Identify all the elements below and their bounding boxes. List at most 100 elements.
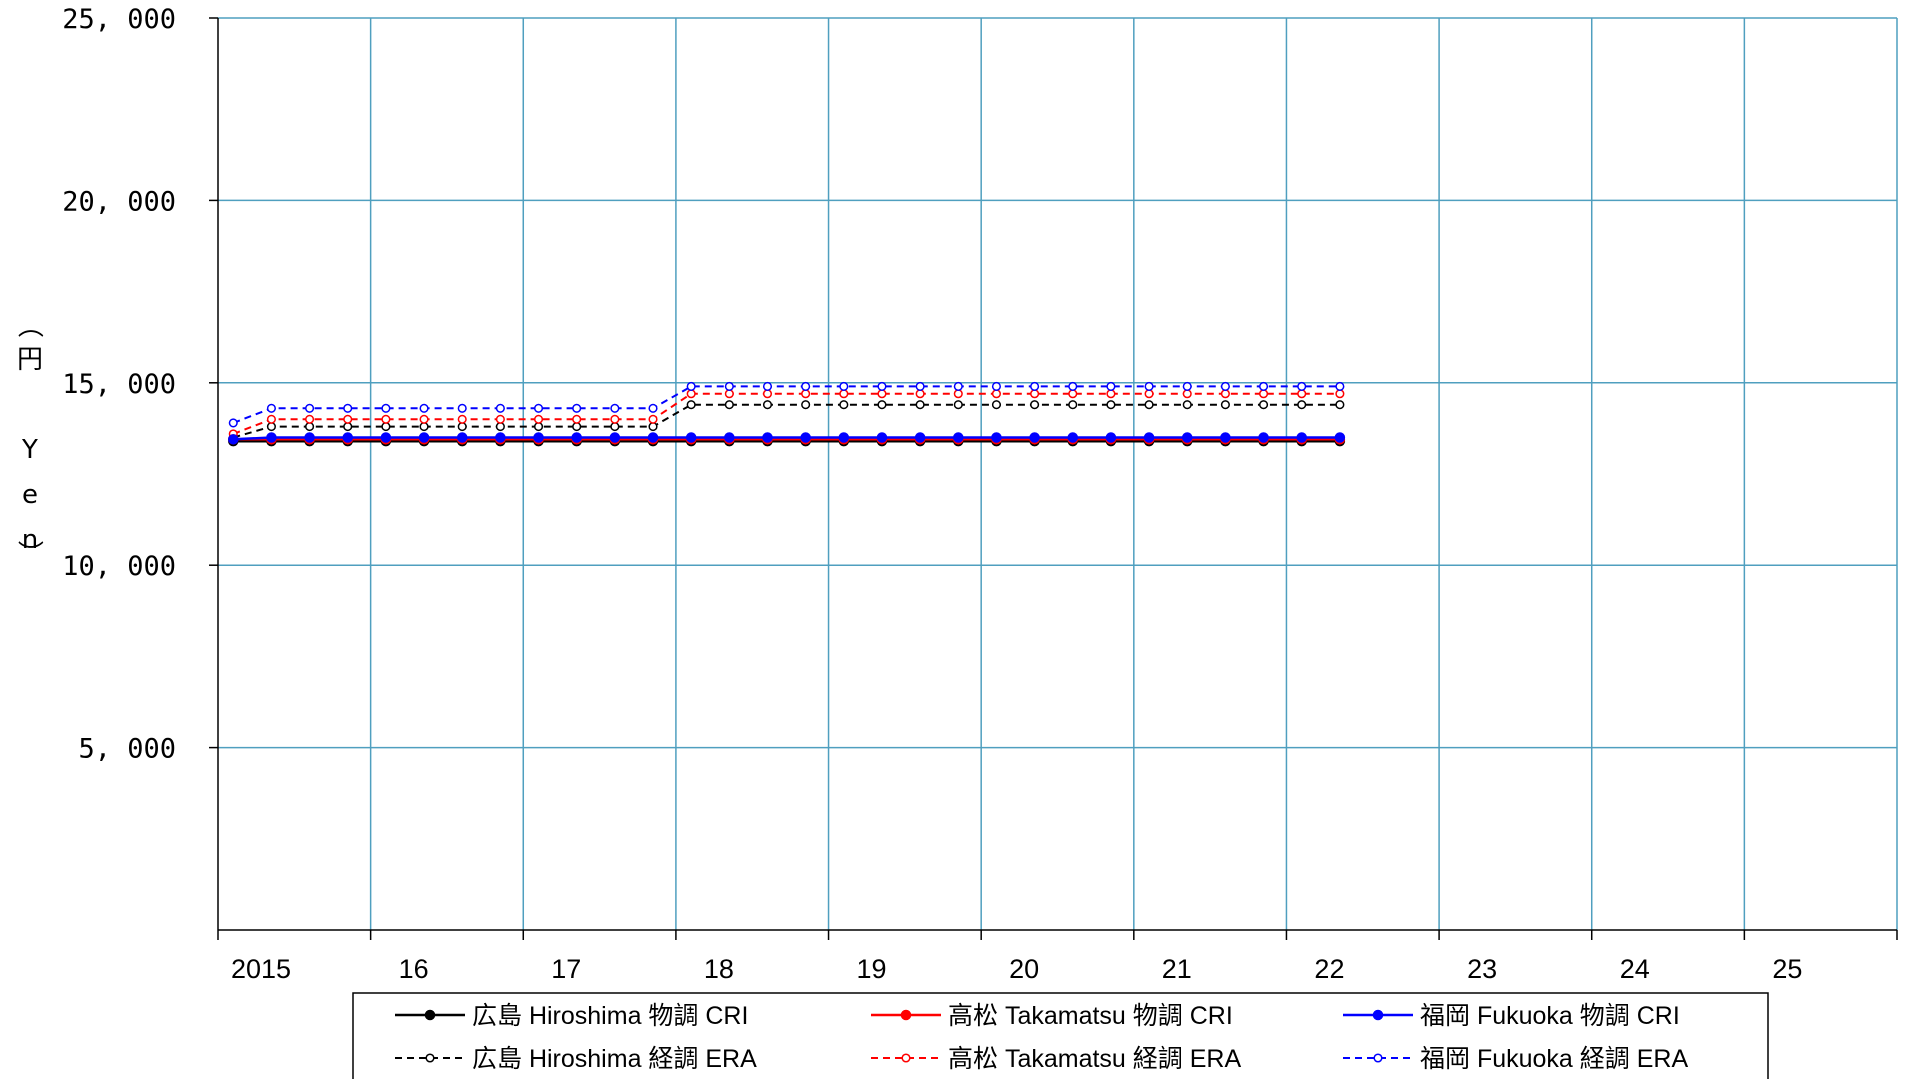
- data-point: [953, 381, 963, 391]
- data-point: [266, 403, 276, 413]
- data-point: [991, 389, 1001, 399]
- data-point: [801, 381, 811, 391]
- data-point: [380, 432, 392, 443]
- data-point: [266, 422, 276, 432]
- data-point: [1067, 432, 1079, 443]
- x-tick-label: 25: [1772, 954, 1802, 984]
- data-point: [343, 414, 353, 424]
- x-tick-label: 24: [1620, 954, 1650, 984]
- data-point: [1181, 432, 1193, 443]
- data-point: [839, 389, 849, 399]
- legend-label: 広島 Hiroshima 物調 CRI: [472, 1002, 748, 1030]
- legend-box: [352, 992, 1769, 1079]
- data-point: [1297, 389, 1307, 399]
- data-point: [762, 432, 773, 443]
- y-axis-label-char: n: [22, 525, 38, 555]
- data-point: [648, 403, 658, 413]
- data-point: [381, 403, 391, 413]
- data-point: [495, 422, 505, 432]
- y-axis-label-char: ）: [14, 540, 44, 566]
- legend-marker: [901, 1053, 911, 1063]
- data-point: [381, 414, 391, 424]
- axes: [209, 17, 1898, 940]
- data-point: [953, 400, 963, 410]
- data-point: [1258, 432, 1269, 443]
- y-axis-label: （ 円 Yen）: [14, 312, 44, 566]
- data-point: [457, 414, 467, 424]
- data-point: [1259, 400, 1269, 410]
- series-1: [228, 434, 1346, 445]
- data-point: [533, 414, 544, 424]
- data-point: [1297, 381, 1307, 391]
- data-point: [1068, 400, 1078, 410]
- data-point: [991, 432, 1002, 443]
- data-point: [1029, 432, 1040, 443]
- x-tick-label: 18: [704, 954, 734, 984]
- data-point: [228, 418, 238, 428]
- data-point: [876, 432, 888, 443]
- y-axis-label-char: Y: [21, 435, 38, 465]
- series-line: [232, 385, 1340, 424]
- data-point: [877, 389, 887, 399]
- data-point: [1106, 381, 1116, 391]
- data-point: [953, 432, 964, 443]
- data-point: [686, 381, 696, 391]
- x-tick-label: 23: [1467, 954, 1497, 984]
- legend-label: 高松 Takamatsu 経調 ERA: [948, 1045, 1241, 1073]
- data-point: [228, 434, 239, 445]
- data-point: [647, 432, 659, 443]
- data-point: [762, 389, 773, 399]
- data-point: [1068, 389, 1078, 399]
- data-point: [1296, 432, 1307, 443]
- data-point: [533, 422, 544, 432]
- y-tick-label: 5, 000: [78, 734, 176, 765]
- data-point: [1334, 432, 1346, 443]
- data-point: [305, 422, 315, 432]
- data-point: [610, 403, 620, 413]
- series-3: [228, 400, 1345, 443]
- legend-marker: [425, 1053, 435, 1063]
- data-point: [915, 381, 925, 391]
- data-point: [1030, 381, 1040, 391]
- data-point: [419, 403, 429, 413]
- data-point: [266, 414, 276, 424]
- data-point: [1297, 400, 1307, 410]
- data-point: [1106, 389, 1116, 399]
- series-lines: [228, 381, 1346, 447]
- data-point: [724, 400, 734, 410]
- legend-label: 広島 Hiroshima 経調 ERA: [472, 1045, 757, 1073]
- legend-marker: [1372, 1009, 1384, 1021]
- data-point: [305, 414, 315, 424]
- y-axis-label-char: 円: [17, 345, 43, 375]
- data-point: [1105, 432, 1117, 443]
- data-point: [610, 422, 620, 432]
- data-point: [419, 422, 429, 432]
- data-point: [724, 389, 734, 399]
- data-point: [1106, 400, 1116, 410]
- data-point: [1335, 381, 1345, 391]
- data-point: [381, 422, 391, 432]
- legend-label: 高松 Takamatsu 物調 CRI: [948, 1002, 1233, 1030]
- legend-marker: [424, 1009, 436, 1021]
- data-point: [915, 400, 925, 410]
- data-point: [610, 414, 620, 424]
- data-point: [877, 400, 887, 410]
- data-point: [991, 400, 1001, 410]
- legend-label: 福岡 Fukuoka 物調 CRI: [1420, 1002, 1680, 1030]
- y-tick-label: 15, 000: [62, 369, 176, 400]
- data-point: [1259, 389, 1269, 399]
- data-point: [724, 432, 735, 443]
- y-tick-label: 25, 000: [62, 4, 176, 35]
- data-point: [953, 389, 963, 399]
- data-point: [1220, 389, 1230, 399]
- grid: [218, 17, 1898, 930]
- data-point: [609, 432, 621, 443]
- series-5: [228, 381, 1345, 428]
- data-point: [762, 381, 773, 391]
- x-tick-label: 22: [1314, 954, 1344, 984]
- data-point: [342, 432, 353, 443]
- legend: 広島 Hiroshima 物調 CRI 高松 Takamatsu 物調 CRI 福岡…: [352, 992, 1769, 1079]
- series-4: [228, 389, 1345, 439]
- data-point: [343, 422, 353, 432]
